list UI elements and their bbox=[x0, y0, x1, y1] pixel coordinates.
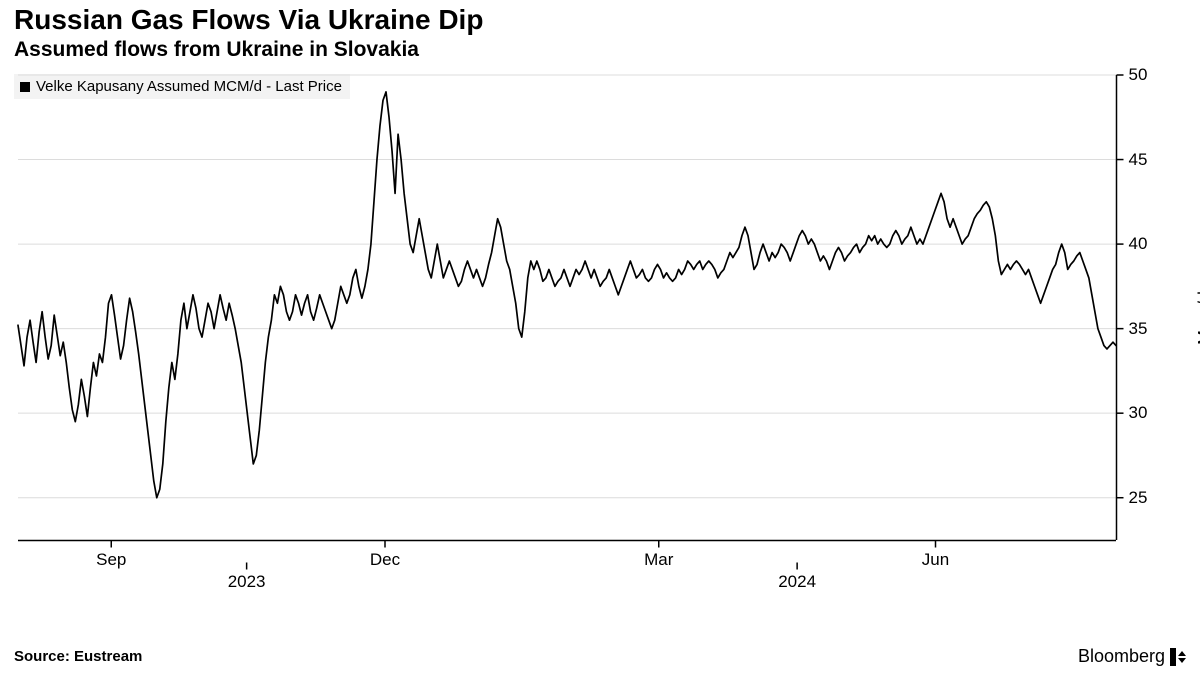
chart-title: Russian Gas Flows Via Ukraine Dip bbox=[14, 4, 483, 36]
y-tick-label: 50 bbox=[1129, 65, 1148, 85]
plot-area bbox=[14, 70, 1186, 610]
y-axis-title: Mcm/day bbox=[1195, 271, 1200, 344]
line-chart-svg bbox=[14, 70, 1186, 610]
y-tick-label: 30 bbox=[1129, 403, 1148, 423]
x-tick-year: 2024 bbox=[778, 572, 816, 592]
chart-subtitle: Assumed flows from Ukraine in Slovakia bbox=[14, 38, 419, 62]
brand-icon bbox=[1170, 648, 1186, 666]
y-tick-label: 45 bbox=[1129, 150, 1148, 170]
chart-container: Russian Gas Flows Via Ukraine Dip Assume… bbox=[0, 0, 1200, 675]
x-tick-month: Mar bbox=[644, 550, 673, 570]
y-tick-label: 40 bbox=[1129, 234, 1148, 254]
x-tick-year: 2023 bbox=[228, 572, 266, 592]
brand-label: Bloomberg bbox=[1078, 646, 1165, 667]
footer-source: Source: Eustream bbox=[14, 648, 142, 665]
y-tick-label: 25 bbox=[1129, 488, 1148, 508]
footer-brand: Bloomberg bbox=[1078, 646, 1186, 667]
y-tick-label: 35 bbox=[1129, 319, 1148, 339]
x-tick-month: Dec bbox=[370, 550, 400, 570]
x-tick-month: Jun bbox=[922, 550, 949, 570]
x-tick-month: Sep bbox=[96, 550, 126, 570]
